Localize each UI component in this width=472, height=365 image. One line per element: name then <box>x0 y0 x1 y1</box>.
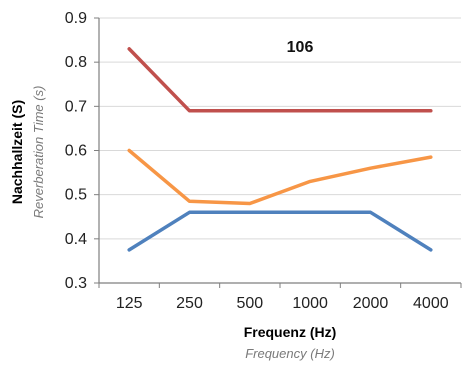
y-tick-label: 0.5 <box>65 187 87 204</box>
y-tick-label: 0.8 <box>65 54 87 71</box>
x-axis-title: Frequenz (Hz) <box>244 324 337 340</box>
x-axis-subtitle: Frequency (Hz) <box>245 346 335 361</box>
series-line-2 <box>127 148 433 206</box>
y-tick-label: 0.6 <box>65 143 87 160</box>
x-tick-labels: 125 250 500 1000 2000 4000 <box>116 295 449 312</box>
x-tick-label: 2000 <box>353 295 389 312</box>
y-axis-title: Nachhallzeit (S) <box>9 100 25 204</box>
x-tick-label: 500 <box>236 295 263 312</box>
y-axis-subtitle: Reverberation Time (s) <box>31 86 46 219</box>
chart-annotation: 106 <box>287 39 314 56</box>
gridlines <box>99 17 461 240</box>
y-tick-label: 0.4 <box>65 231 87 248</box>
y-tick-label: 0.9 <box>65 10 87 27</box>
data-series <box>127 47 433 252</box>
y-tick-labels: 0.3 0.4 0.5 0.6 0.7 0.8 0.9 <box>65 10 87 292</box>
y-tick-label: 0.3 <box>65 275 87 292</box>
axes <box>94 17 462 288</box>
x-tick-label: 250 <box>176 295 203 312</box>
series-line-1 <box>127 47 433 113</box>
x-tick-label: 125 <box>116 295 143 312</box>
y-tick-label: 0.7 <box>65 98 87 115</box>
x-tick-label: 4000 <box>413 295 449 312</box>
x-tick-label: 1000 <box>292 295 328 312</box>
series-line-3 <box>127 210 433 252</box>
